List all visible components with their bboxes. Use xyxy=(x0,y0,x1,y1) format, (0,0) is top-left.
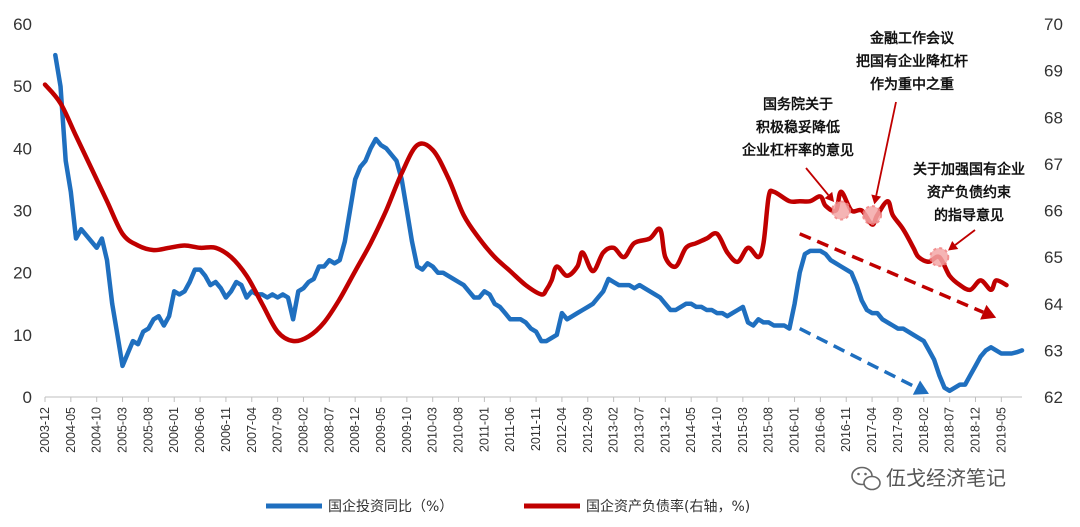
annotation-pointer-head xyxy=(824,191,835,203)
annotation-text-line: 把国有企业降杠杆 xyxy=(856,53,968,70)
legend-label-investment: 国企投资同比（%） xyxy=(328,498,453,515)
annotation-text-line: 金融工作会议 xyxy=(869,30,955,47)
annotation-pointer-head xyxy=(871,194,882,205)
x-tick-label: 2009-05 xyxy=(374,407,388,453)
watermark-text: 伍戈经济笔记 xyxy=(886,466,1006,490)
x-tick-label: 2005-03 xyxy=(116,407,130,453)
annotations: 国务院关于积极稳妥降低企业杠杆率的意见金融工作会议把国有企业降杠杆作为重中之重关… xyxy=(741,30,1025,268)
annotation-pointer xyxy=(875,101,897,196)
y-right-axis: 62 63 64 65 66 67 68 69 70 xyxy=(1044,15,1063,407)
x-tick-label: 2010-03 xyxy=(426,407,440,453)
x-tick-label: 2004-05 xyxy=(64,407,78,453)
trend-arrow-head xyxy=(912,380,929,395)
x-tick-label: 2012-09 xyxy=(581,407,595,453)
x-tick-label: 2006-06 xyxy=(193,407,207,453)
annotation-marker xyxy=(862,205,883,226)
annotation-text-line: 积极稳妥降低 xyxy=(756,119,840,136)
y-right-tick: 67 xyxy=(1044,155,1063,174)
annotation-pointer xyxy=(805,167,830,196)
x-tick-label: 2016-01 xyxy=(788,407,802,453)
x-tick-label: 2006-11 xyxy=(219,407,233,452)
annotation-pointer-head xyxy=(948,241,959,251)
x-tick-label: 2007-04 xyxy=(245,407,259,453)
x-tick-label: 2015-03 xyxy=(736,407,750,453)
legend: 国企投资同比（%） 国企资产负债率(右轴，%) xyxy=(266,498,750,515)
y-left-tick: 10 xyxy=(13,326,32,345)
x-tick-label: 2011-06 xyxy=(503,407,517,452)
y-left-tick: 0 xyxy=(23,388,32,407)
x-tick-label: 2017-04 xyxy=(865,407,879,453)
y-right-tick: 62 xyxy=(1044,388,1063,407)
x-tick-label: 2009-10 xyxy=(400,407,414,453)
x-tick-label: 2012-04 xyxy=(555,407,569,453)
y-right-tick: 65 xyxy=(1044,248,1063,267)
wechat-icon xyxy=(851,466,881,491)
annotation-text-line: 的指导意见 xyxy=(934,207,1004,224)
x-tick-label: 2016-11 xyxy=(839,407,853,452)
x-tick-label: 2013-12 xyxy=(658,407,672,453)
trend-arrow-head xyxy=(980,304,997,320)
legend-label-debt-ratio: 国企资产负债率(右轴，%) xyxy=(586,498,750,515)
series-line-investment xyxy=(53,52,1025,394)
x-axis: 2003-12 2004-05 2004-10 2005-03 2005-08 2006-… xyxy=(38,397,1008,453)
y-left-tick: 20 xyxy=(13,264,32,283)
annotation-text-line: 资产负债约束 xyxy=(927,184,1012,201)
x-tick-label: 2008-12 xyxy=(348,407,362,453)
x-tick-label: 2008-02 xyxy=(296,407,310,453)
annotation-text-line: 企业杠杆率的意见 xyxy=(741,142,854,159)
x-tick-label: 2007-09 xyxy=(271,407,285,453)
x-tick-label: 2018-02 xyxy=(917,407,931,453)
x-tick-label: 2017-09 xyxy=(891,407,905,453)
y-right-tick: 69 xyxy=(1044,62,1063,81)
annotation-text-line: 作为重中之重 xyxy=(870,76,954,93)
x-tick-label: 2018-12 xyxy=(968,407,982,453)
x-tick-label: 2019-05 xyxy=(994,407,1008,453)
trend-arrow-debt-ratio xyxy=(799,232,984,314)
x-tick-label: 2004-10 xyxy=(90,407,104,453)
x-tick-label: 2010-08 xyxy=(452,407,466,453)
x-tick-label: 2003-12 xyxy=(38,407,52,453)
y-right-tick: 66 xyxy=(1044,202,1063,221)
x-tick-label: 2018-07 xyxy=(943,407,957,453)
x-tick-label: 2016-06 xyxy=(813,407,827,453)
y-left-tick: 50 xyxy=(13,77,32,96)
x-tick-label: 2005-08 xyxy=(141,407,155,453)
x-tick-label: 2011-01 xyxy=(477,407,491,452)
watermark: 伍戈经济笔记 xyxy=(851,466,1006,491)
x-tick-label: 2014-10 xyxy=(710,407,724,453)
trend-arrows xyxy=(798,232,997,395)
y-left-tick: 30 xyxy=(13,202,32,221)
x-tick-label: 2006-01 xyxy=(167,407,181,453)
annotation-marker xyxy=(929,247,950,268)
x-tick-label: 2013-07 xyxy=(632,407,646,453)
y-left-tick: 60 xyxy=(13,15,32,34)
annotation-text-line: 关于加强国有企业 xyxy=(913,161,1025,178)
annotation-marker xyxy=(831,200,852,221)
x-tick-label: 2014-05 xyxy=(684,407,698,453)
y-right-tick: 70 xyxy=(1044,15,1063,34)
y-right-tick: 68 xyxy=(1044,108,1063,127)
y-right-tick: 63 xyxy=(1044,341,1063,360)
x-tick-label: 2011-11 xyxy=(529,407,543,451)
annotation-pointer xyxy=(954,229,976,246)
y-right-tick: 64 xyxy=(1044,295,1063,314)
x-tick-label: 2008-07 xyxy=(322,407,336,453)
trend-arrow-investment xyxy=(798,327,918,390)
y-left-tick: 40 xyxy=(13,139,32,158)
annotation-text-line: 国务院关于 xyxy=(763,96,833,113)
x-tick-label: 2013-02 xyxy=(607,407,621,453)
y-left-axis: 0 10 20 30 40 50 60 xyxy=(13,15,32,407)
x-tick-label: 2015-08 xyxy=(762,407,776,453)
